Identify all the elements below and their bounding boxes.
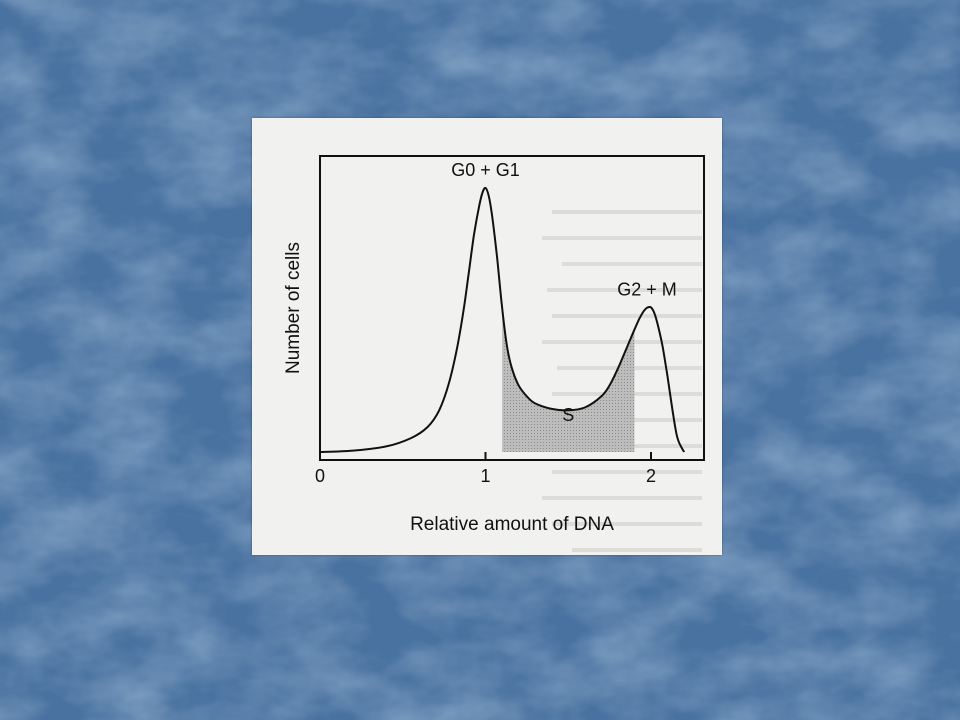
s-phase-region [502, 307, 635, 452]
y-axis-label: Number of cells [283, 242, 304, 374]
cell-count-curve [319, 186, 686, 453]
annotation-label: G2 + M [617, 279, 677, 299]
figure-image: 0 1 2 G0 + G1 G2 + M S Relative amount of DN… [252, 118, 722, 555]
x-tick-label: 0 [315, 466, 325, 486]
x-tick-label: 1 [480, 466, 490, 486]
annotation-label: S [562, 405, 574, 425]
x-axis-label: Relative amount of DNA [410, 514, 614, 535]
dna-content-histogram: 0 1 2 G0 + G1 G2 + M S Relative amount of DN… [283, 155, 705, 552]
x-tick-label: 2 [646, 466, 656, 486]
phase-annotations: G0 + G1 G2 + M S [451, 160, 677, 425]
plot-area-frame [319, 155, 705, 461]
x-axis-ticks: 0 1 2 [315, 452, 656, 486]
annotation-label: G0 + G1 [451, 160, 520, 180]
